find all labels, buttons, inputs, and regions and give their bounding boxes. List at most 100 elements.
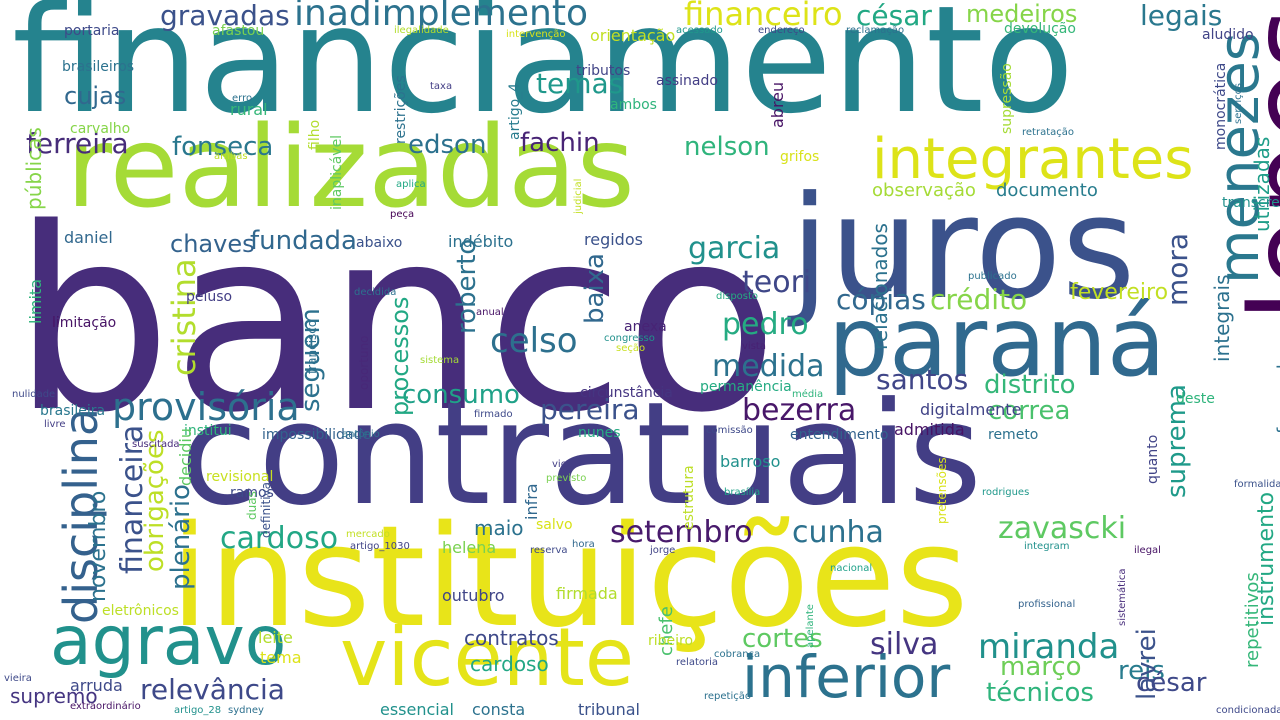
cloud-word-afastou: afastou: [212, 23, 265, 39]
cloud-word-cardoso: cardoso: [220, 521, 339, 556]
cloud-word-edson: edson: [408, 130, 487, 160]
cloud-word-erro: erro: [232, 93, 253, 104]
cloud-word-admitida: admitida: [894, 420, 965, 439]
cloud-word-previsto: previsto: [546, 473, 587, 484]
cloud-word-ilegalidade: ilegalidade: [394, 25, 449, 36]
cloud-word-fernando: fernando: [1274, 353, 1280, 434]
cloud-word-ambos: ambos: [610, 97, 657, 113]
cloud-word-publicas: públicas: [22, 127, 46, 210]
cloud-word-decidiu: decidiu: [176, 428, 195, 486]
cloud-word-legais: legais: [1140, 0, 1223, 32]
cloud-word-cristina: cristina: [165, 258, 203, 376]
cloud-word-distrito: distrito: [984, 370, 1076, 400]
cloud-word-remeto: remeto: [988, 427, 1039, 443]
cloud-word-vice: vice: [552, 459, 573, 470]
cloud-word-congresso: congresso: [604, 333, 655, 344]
cloud-word-cujas: cujas: [64, 82, 127, 110]
cloud-word-tecnicos: técnicos: [986, 678, 1094, 708]
cloud-word-medida: medida: [712, 349, 825, 384]
cloud-word-instituicoes: instituições: [170, 496, 969, 659]
cloud-word-aludido: aludido: [1202, 27, 1254, 43]
cloud-word-celso: celso: [490, 321, 578, 361]
cloud-word-artigo-4: artigo_4: [507, 82, 523, 140]
cloud-word-duas: duas: [245, 491, 259, 520]
cloud-word-aplica: aplica: [396, 179, 426, 190]
cloud-word-integrais: integrais: [1210, 274, 1234, 362]
cloud-word-peca: peça: [390, 209, 415, 220]
cloud-word-comissao: comissão: [706, 425, 753, 436]
cloud-word-baixa: baixa: [580, 253, 610, 324]
cloud-word-fonseca: fonseca: [172, 132, 274, 162]
cloud-word-acessado: acessado: [676, 25, 723, 36]
cloud-word-credito: crédito: [930, 283, 1028, 316]
cloud-word-santos: santos: [876, 363, 969, 396]
cloud-word-vista: vista: [742, 341, 766, 352]
cloud-word-relacionados: relacionados: [868, 223, 892, 350]
cloud-word-monocratica: monocrática: [1213, 62, 1229, 150]
cloud-word-eletronicos: eletrônicos: [102, 603, 179, 619]
cloud-word-sistema: sistema: [420, 355, 460, 366]
cloud-word-cardoso: cardoso: [470, 652, 549, 676]
cloud-word-profissional: profissional: [1018, 599, 1076, 610]
cloud-word-nulidade: nulidade: [12, 389, 56, 400]
cloud-word-supremo: supremo: [10, 684, 98, 708]
cloud-word-filho: filho: [307, 119, 323, 150]
cloud-word-sydney: sydney: [228, 705, 264, 716]
cloud-word-estrutura: estrutura: [681, 465, 697, 530]
cloud-word-devolucao: devolução: [1004, 21, 1076, 37]
cloud-word-retratacao: retratação: [1022, 127, 1074, 138]
cloud-word-brasileira: brasileira: [40, 403, 106, 419]
cloud-word-marco: março: [1000, 652, 1082, 682]
cloud-word-processos: processos: [386, 296, 414, 416]
cloud-word-integram: integram: [1024, 541, 1070, 552]
cloud-word-tribunal: tribunal: [578, 700, 640, 719]
cloud-word-circunstancia: circunstância: [580, 385, 673, 401]
cloud-word-daniel: daniel: [64, 228, 113, 247]
cloud-word-essencial: essencial: [380, 700, 454, 719]
cloud-word-realizadas: realizadas: [66, 103, 635, 233]
cloud-word-helena: helena: [442, 538, 497, 557]
cloud-word-mora: mora: [1161, 232, 1194, 306]
cloud-word-intervencao: intervenção: [506, 29, 566, 40]
cloud-word-quanto: quanto: [1145, 434, 1161, 484]
cloud-word-rodrigues: rodrigues: [982, 487, 1030, 498]
cloud-word-nacional: nacional: [830, 563, 873, 574]
cloud-word-plenario: plenário: [166, 484, 196, 590]
cloud-word-parana: paraná: [828, 286, 1166, 398]
cloud-word-reserva: reserva: [530, 545, 568, 556]
cloud-word-agravo: agravo: [50, 602, 287, 681]
cloud-word-reis: reis: [1118, 656, 1165, 686]
cloud-word-formalidades: formalidades: [1234, 479, 1280, 490]
cloud-word-nelson: nelson: [684, 132, 770, 162]
cloud-word-cesar: césar: [856, 0, 932, 32]
cloud-word-inaplicavel: inaplicável: [329, 134, 345, 210]
cloud-word-teori: teori: [742, 265, 812, 300]
cloud-word-relatoria: relatoria: [676, 657, 719, 668]
cloud-word-correa: correa: [988, 396, 1071, 426]
cloud-word-condicionada: condicionada: [1216, 705, 1280, 716]
cloud-word-cortes: cortes: [742, 624, 823, 654]
cloud-word-relevancia: relevância: [140, 673, 285, 706]
cloud-word-banco: banco: [12, 175, 779, 468]
cloud-word-cobranca: cobrança: [714, 649, 761, 660]
cloud-word-miranda: miranda: [978, 627, 1120, 667]
cloud-word-carvalho: carvalho: [70, 121, 131, 137]
cloud-word-fundada: fundada: [250, 226, 357, 256]
cloud-word-consta: consta: [472, 700, 526, 719]
cloud-word-vicente: vicente: [340, 611, 635, 704]
cloud-word-artigo-28: artigo_28: [174, 705, 222, 716]
cloud-word-reclamacao: reclamação: [846, 25, 905, 36]
cloud-word-orientacao: orientação: [590, 26, 676, 45]
cloud-word-salvo: salvo: [536, 517, 573, 533]
cloud-word-ambas: ambas: [214, 151, 248, 162]
cloud-word-servicos: serviços: [1233, 83, 1244, 124]
cloud-word-obrigacoes: obrigações: [140, 429, 170, 572]
cloud-word-bezerra: bezerra: [742, 393, 857, 428]
cloud-word-abaixo: abaixo: [356, 235, 403, 251]
cloud-word-extraordinario: extraordinário: [70, 701, 141, 712]
cloud-word-digitalmente: digitalmente: [920, 400, 1022, 419]
cloud-word-inadimplemento: inadimplemento: [294, 0, 588, 34]
cloud-word-ferreira: ferreira: [26, 127, 129, 160]
cloud-word-novembro: novembro: [86, 490, 111, 602]
